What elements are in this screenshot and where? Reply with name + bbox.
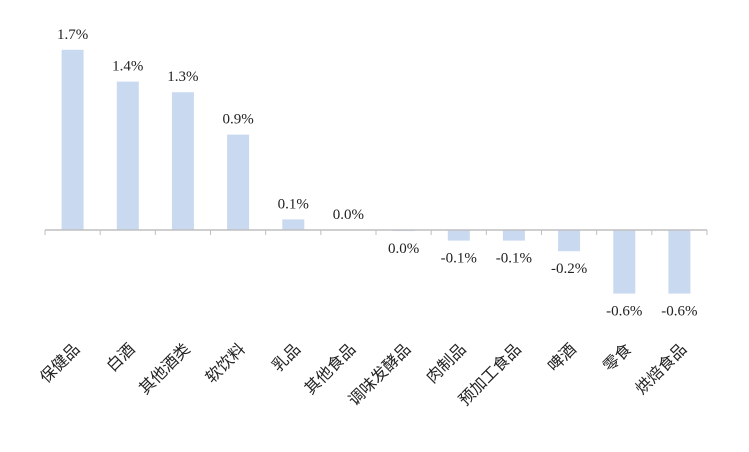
category-label: 肉制品 [422,339,469,386]
data-label: -0.6% [606,304,642,320]
bar [447,230,470,241]
data-label: -0.1% [441,251,477,267]
bar [116,81,139,230]
data-label: 0.0% [333,207,364,223]
category-label: 软饮料 [202,339,249,386]
data-label: -0.2% [551,261,587,277]
category-label: 啤酒 [544,339,580,375]
data-label: -0.1% [496,251,532,267]
data-label: 1.4% [112,59,143,75]
data-labels-layer: 1.7% 1.4% 1.3% 0.9% 0.1% 0.0% 0.0% -0.1% -0.1% -0… [57,27,698,320]
category-label: 其他酒类 [135,339,194,398]
bar [558,230,581,252]
category-label: 乳品 [268,339,304,375]
bar [171,92,194,230]
bar [61,49,84,230]
data-label: 1.7% [57,27,88,43]
data-label: 0.0% [388,241,419,257]
category-label: 零食 [599,339,635,375]
bar [282,219,305,230]
data-label: -0.6% [661,304,697,320]
category-label: 白酒 [103,339,139,375]
category-label: 烘焙食品 [632,339,691,398]
category-label: 保健品 [36,339,83,386]
data-label: 1.3% [167,69,198,85]
bars-layer [61,49,691,294]
data-label: 0.9% [222,112,253,128]
bar [502,230,525,241]
bar [227,134,250,230]
bar [668,230,691,294]
data-label: 0.1% [278,196,309,212]
x-axis [44,229,708,235]
bar [613,230,636,294]
